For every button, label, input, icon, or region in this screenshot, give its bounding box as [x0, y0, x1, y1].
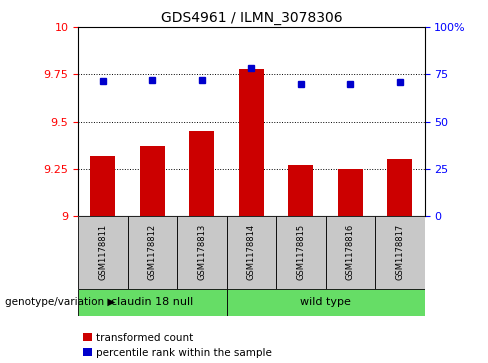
Text: GSM1178814: GSM1178814 — [247, 224, 256, 280]
Bar — [177, 216, 226, 289]
Bar — [78, 289, 226, 316]
Text: GSM1178816: GSM1178816 — [346, 224, 355, 280]
Bar — [127, 216, 177, 289]
Bar — [140, 146, 164, 216]
Text: wild type: wild type — [300, 297, 351, 307]
Bar — [325, 216, 375, 289]
Text: genotype/variation ▶: genotype/variation ▶ — [5, 297, 115, 307]
Bar — [276, 216, 325, 289]
Text: GSM1178812: GSM1178812 — [148, 224, 157, 280]
Text: GSM1178813: GSM1178813 — [197, 224, 206, 280]
Text: GSM1178815: GSM1178815 — [296, 224, 305, 280]
Bar — [387, 159, 412, 216]
Bar — [78, 216, 127, 289]
Bar — [226, 216, 276, 289]
Bar — [338, 169, 363, 216]
Bar — [239, 69, 264, 216]
Text: GSM1178817: GSM1178817 — [395, 224, 405, 280]
Bar — [288, 165, 313, 216]
Title: GDS4961 / ILMN_3078306: GDS4961 / ILMN_3078306 — [161, 11, 342, 25]
Bar — [375, 216, 425, 289]
Bar — [90, 156, 115, 216]
Text: GSM1178811: GSM1178811 — [98, 224, 107, 280]
Bar — [189, 131, 214, 216]
Legend: transformed count, percentile rank within the sample: transformed count, percentile rank withi… — [83, 333, 272, 358]
Bar — [226, 289, 425, 316]
Text: claudin 18 null: claudin 18 null — [111, 297, 193, 307]
